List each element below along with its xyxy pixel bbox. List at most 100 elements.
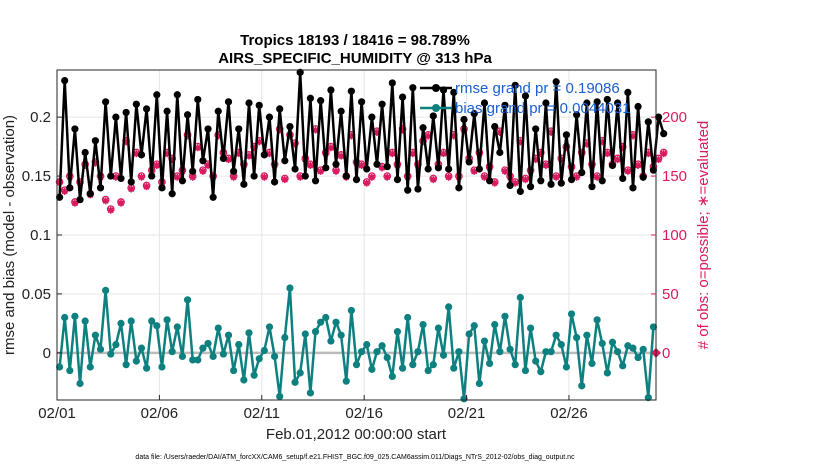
obs-evaluated-point bbox=[168, 156, 176, 164]
bias-point bbox=[199, 344, 207, 352]
y2-tick-label: 0 bbox=[662, 345, 670, 362]
bias-point bbox=[465, 330, 473, 338]
rmse-point bbox=[506, 181, 514, 190]
obs-evaluated-point bbox=[399, 126, 407, 134]
bias-point bbox=[276, 392, 284, 401]
bias-point bbox=[76, 379, 84, 388]
obs-evaluated-point bbox=[107, 206, 115, 214]
bias-point bbox=[260, 346, 268, 355]
obs-evaluated-point bbox=[327, 144, 335, 152]
bias-point bbox=[347, 306, 355, 315]
bias-point bbox=[439, 351, 448, 359]
y-tick-label: 0.05 bbox=[22, 286, 51, 303]
obs-evaluated-point bbox=[655, 156, 663, 164]
rmse-point bbox=[173, 91, 181, 99]
obs-evaluated-point bbox=[102, 197, 110, 205]
obs-evaluated-point bbox=[122, 138, 130, 146]
obs-evaluated-point bbox=[173, 173, 181, 181]
obs-evaluated-point bbox=[583, 140, 591, 148]
rmse-point bbox=[404, 186, 412, 194]
legend-bias-label: bias grand pr = 0.0044031 bbox=[455, 100, 631, 117]
bias-point bbox=[55, 363, 64, 371]
rmse-point bbox=[445, 165, 453, 173]
rmse-point bbox=[624, 88, 632, 96]
bias-point bbox=[337, 331, 345, 339]
bias-point bbox=[230, 366, 238, 375]
obs-evaluated-point bbox=[578, 150, 586, 158]
obs-evaluated-point bbox=[521, 176, 529, 184]
obs-evaluated-point bbox=[603, 150, 611, 158]
bias-point bbox=[434, 324, 443, 332]
obs-evaluated-point bbox=[127, 185, 135, 193]
obs-evaluated-point bbox=[296, 173, 304, 181]
obs-evaluated-point bbox=[358, 161, 366, 169]
rmse-point bbox=[178, 177, 187, 185]
rmse-point bbox=[219, 154, 227, 162]
obs-evaluated-point bbox=[71, 199, 79, 207]
bias-point bbox=[127, 317, 135, 325]
rmse-point bbox=[598, 177, 606, 185]
bias-point bbox=[86, 363, 94, 371]
bias-point bbox=[158, 363, 166, 371]
rmse-point bbox=[337, 107, 345, 115]
rmse-point bbox=[214, 107, 222, 115]
bias-point bbox=[163, 316, 171, 324]
x-tick-label: 02/11 bbox=[244, 405, 280, 422]
rmse-point bbox=[276, 105, 284, 113]
obs-evaluated-point bbox=[429, 176, 437, 184]
rmse-point bbox=[557, 179, 565, 187]
obs-evaluated-point bbox=[624, 167, 632, 175]
obs-evaluated-point bbox=[542, 161, 550, 169]
rmse-point bbox=[654, 113, 663, 121]
bias-point bbox=[542, 348, 550, 356]
bias-point bbox=[368, 365, 376, 373]
data-file-footnote: data file: /Users/raeder/DAI/ATM_forcXX/… bbox=[135, 454, 575, 461]
legend-rmse-marker bbox=[432, 84, 440, 92]
obs-evaluated-point bbox=[255, 138, 263, 146]
rmse-point bbox=[183, 111, 192, 119]
obs-evaluated-point bbox=[450, 132, 458, 140]
rmse-point bbox=[480, 99, 489, 107]
bias-point bbox=[291, 378, 299, 386]
bias-point bbox=[593, 316, 601, 324]
obs-evaluated-point bbox=[440, 150, 448, 158]
obs-evaluated-point bbox=[250, 144, 258, 152]
rmse-point bbox=[429, 112, 437, 120]
bias-point bbox=[644, 394, 652, 402]
obs-evaluated-point bbox=[470, 167, 478, 175]
y-tick-label: 0.1 bbox=[30, 227, 51, 244]
bias-point bbox=[194, 356, 202, 364]
rmse-point bbox=[388, 79, 396, 87]
obs-evaluated-point bbox=[409, 150, 417, 158]
obs-evaluated-point bbox=[194, 144, 202, 152]
axis-ticks: 02/01 02/06 02/11 02/16 02/21 02/26 0 0.05 0.1 0.… bbox=[22, 109, 687, 422]
obs-evaluated-point bbox=[337, 152, 345, 160]
x-tick-label: 02/21 bbox=[448, 405, 486, 422]
rmse-point bbox=[137, 151, 146, 159]
rmse-point bbox=[347, 87, 355, 95]
rmse-point bbox=[209, 193, 217, 201]
bias-point bbox=[91, 331, 99, 339]
obs-evaluated-point bbox=[547, 128, 555, 136]
rmse-point bbox=[542, 99, 550, 107]
bias-point bbox=[219, 350, 227, 358]
rmse-point bbox=[378, 100, 386, 108]
rmse-point bbox=[265, 113, 274, 121]
obs-evaluated-point bbox=[629, 132, 637, 140]
bias-point bbox=[486, 359, 494, 368]
obs-evaluated-point bbox=[644, 150, 652, 158]
bias-point bbox=[398, 364, 407, 372]
rmse-point bbox=[142, 105, 151, 113]
obs-evaluated-point bbox=[235, 150, 243, 158]
bias-point bbox=[475, 379, 483, 388]
obs-evaluated-point bbox=[378, 164, 386, 172]
obs-evaluated-point bbox=[61, 187, 69, 195]
obs-evaluated-point bbox=[480, 173, 488, 181]
rmse-point bbox=[516, 187, 524, 195]
bias-point bbox=[480, 337, 489, 345]
bias-point bbox=[629, 344, 637, 352]
bias-point bbox=[404, 313, 412, 322]
rmse-point bbox=[409, 84, 417, 92]
obs-evaluated-point bbox=[332, 167, 340, 175]
rmse-point bbox=[526, 183, 535, 191]
